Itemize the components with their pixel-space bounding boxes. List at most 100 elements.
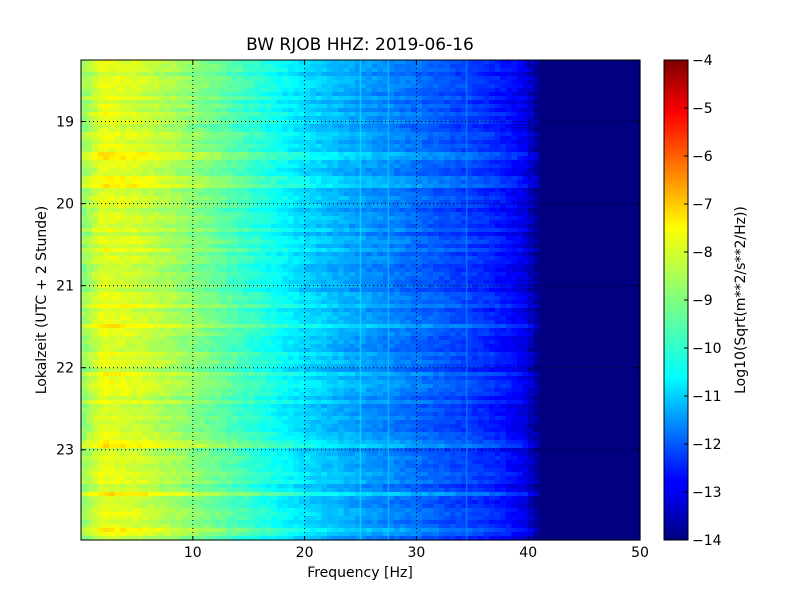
heatmap-cell (332, 92, 339, 97)
heatmap-cell (584, 244, 591, 249)
heatmap-cell (159, 60, 166, 65)
heatmap-cell (349, 132, 356, 137)
heatmap-cell (332, 192, 339, 197)
heatmap-cell (405, 248, 412, 253)
heatmap-cell (125, 256, 132, 261)
heatmap-cell (92, 180, 99, 185)
heatmap-cell (399, 244, 406, 249)
heatmap-cell (287, 188, 295, 193)
heatmap-cell (595, 160, 602, 165)
heatmap-cell (97, 128, 104, 133)
heatmap-cell (237, 228, 244, 233)
heatmap-cell (595, 144, 602, 149)
heatmap-cell (595, 108, 602, 113)
heatmap-cell (226, 200, 233, 205)
heatmap-cell (489, 172, 496, 177)
heatmap-cell (444, 200, 451, 205)
heatmap-cell (455, 216, 462, 221)
heatmap-cell (271, 116, 278, 121)
heatmap-cell (237, 84, 244, 89)
heatmap-cell (299, 100, 306, 105)
heatmap-cell (595, 112, 602, 117)
heatmap-cell (584, 208, 591, 213)
heatmap-cell (494, 208, 501, 213)
heatmap-cell (304, 88, 311, 93)
heatmap-cell (433, 204, 440, 209)
heatmap-cell (416, 248, 423, 253)
heatmap-cell (86, 156, 93, 161)
heatmap-cell (472, 76, 479, 81)
heatmap-cell (226, 196, 233, 201)
heatmap-cell (243, 68, 250, 73)
heatmap-cell (192, 128, 199, 133)
heatmap-cell (271, 172, 278, 177)
heatmap-cell (343, 248, 350, 253)
heatmap-cell (170, 84, 177, 89)
heatmap-cell (215, 96, 222, 101)
heatmap-cell (259, 92, 267, 97)
heatmap-cell (120, 176, 127, 181)
heatmap-cell (187, 164, 194, 169)
heatmap-cell (243, 128, 250, 133)
heatmap-cell (544, 64, 552, 69)
heatmap-cell (176, 156, 183, 161)
heatmap-cell (567, 68, 574, 73)
heatmap-cell (81, 64, 88, 69)
heatmap-cell (617, 112, 624, 117)
heatmap-cell (466, 108, 473, 113)
heatmap-cell (567, 204, 574, 209)
heatmap-cell (623, 208, 630, 213)
heatmap-cell (259, 64, 267, 69)
heatmap-cell (254, 252, 261, 257)
heatmap-cell (86, 68, 93, 73)
heatmap-cell (215, 148, 222, 153)
heatmap-cell (293, 124, 300, 129)
heatmap-cell (338, 244, 345, 249)
heatmap-cell (209, 60, 216, 65)
heatmap-cell (410, 92, 417, 97)
heatmap-cell (97, 148, 104, 153)
heatmap-cell (315, 200, 322, 205)
heatmap-cell (623, 188, 630, 193)
heatmap-cell (243, 144, 250, 149)
heatmap-cell (421, 84, 429, 89)
heatmap-cell (477, 256, 485, 261)
heatmap-cell (539, 240, 546, 245)
heatmap-cell (282, 196, 289, 201)
heatmap-cell (315, 120, 322, 125)
heatmap-cell (623, 136, 630, 141)
heatmap-cell (181, 128, 188, 133)
heatmap-cell (220, 228, 227, 233)
heatmap-cell (243, 180, 250, 185)
heatmap-cell (248, 96, 255, 101)
heatmap-cell (584, 128, 591, 133)
heatmap-cell (354, 72, 362, 77)
heatmap-cell (628, 232, 636, 237)
heatmap-cell (265, 172, 272, 177)
heatmap-cell (544, 160, 552, 165)
heatmap-cell (416, 100, 423, 105)
heatmap-cell (153, 120, 160, 125)
heatmap-cell (254, 88, 261, 93)
heatmap-cell (159, 236, 166, 241)
heatmap-cell (354, 132, 362, 137)
heatmap-cell (271, 208, 278, 213)
heatmap-cell (477, 132, 485, 137)
heatmap-cell (634, 228, 641, 233)
heatmap-cell (237, 204, 244, 209)
heatmap-cell (544, 136, 552, 141)
heatmap-cell (483, 240, 490, 245)
heatmap-cell (606, 64, 613, 69)
heatmap-cell (192, 184, 199, 189)
heatmap-cell (293, 92, 300, 97)
heatmap-cell (243, 80, 250, 85)
heatmap-cell (209, 152, 216, 157)
heatmap-cell (198, 252, 205, 257)
heatmap-cell (136, 248, 144, 253)
heatmap-cell (259, 80, 267, 85)
heatmap-cell (421, 108, 429, 113)
heatmap-cell (433, 152, 440, 157)
heatmap-cell (477, 196, 485, 201)
heatmap-cell (494, 128, 501, 133)
heatmap-cell (136, 108, 144, 113)
